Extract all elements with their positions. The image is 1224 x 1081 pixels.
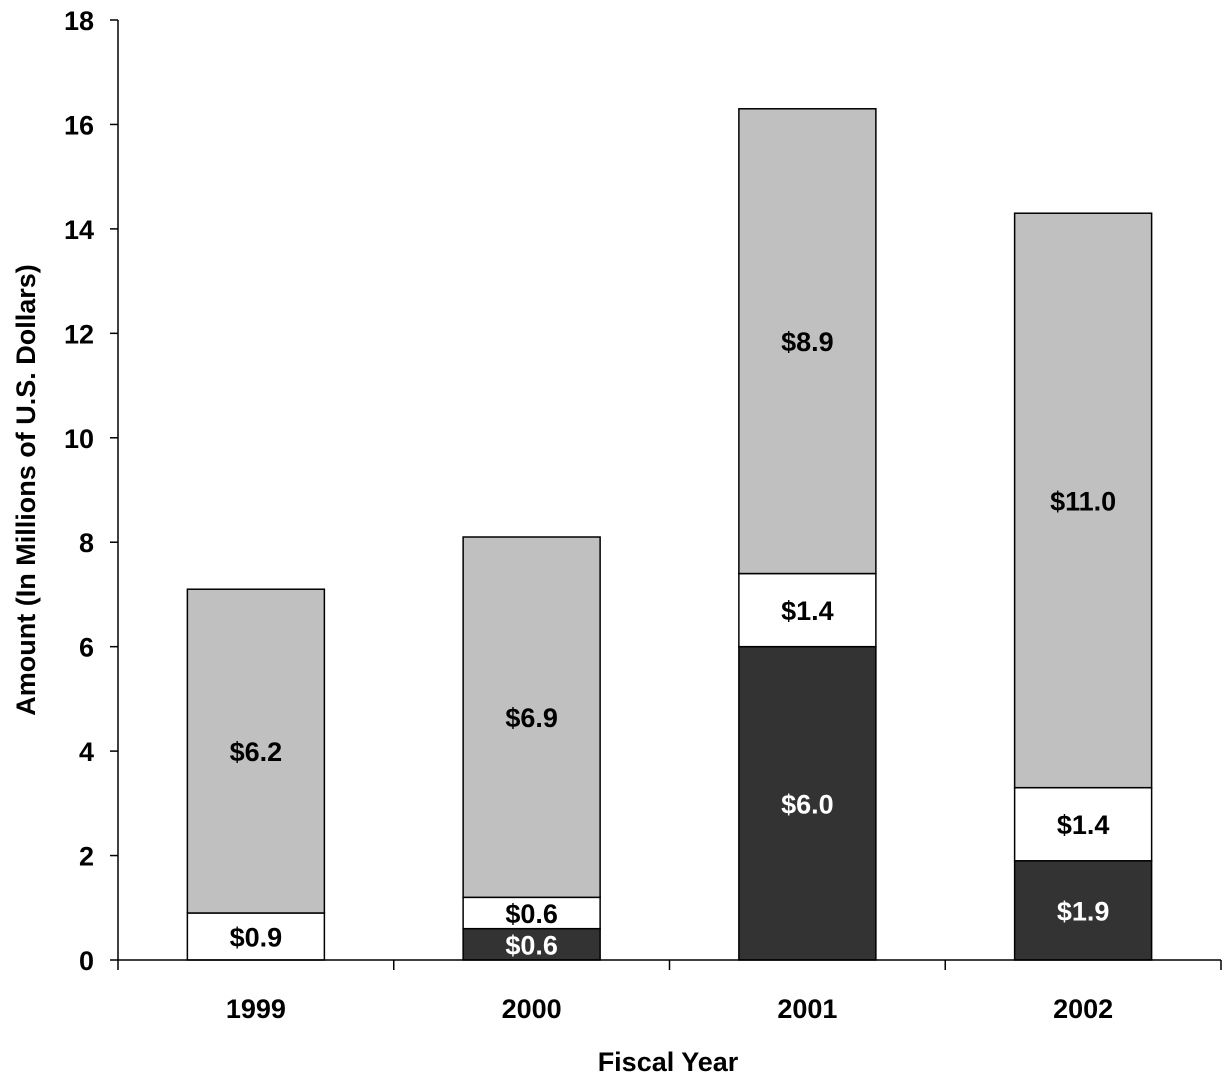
data-label-2002-1: $1.4 [1057,810,1110,840]
bar-segment-2002-1 [1013,786,1153,862]
y-tick-label-0: 0 [79,946,94,976]
y-axis-title: Amount (In Millions of U.S. Dollars) [11,264,41,716]
y-tick-label-6: 6 [79,633,94,663]
y-tick-label-18: 18 [64,6,94,36]
data-label-2001-1: $1.4 [781,596,834,626]
x-tick-label-2002: 2002 [1053,994,1113,1024]
axes-layer: 0 2 4 6 8 10 12 14 16 18 1999 2000 2001 2002 [64,6,1222,1024]
data-label-2001-2: $8.9 [781,327,834,357]
data-label-2000-0: $0.6 [505,930,558,960]
bar-segment-1999-2 [186,588,326,914]
x-tick-label-1999: 1999 [226,994,286,1024]
x-axis-title: Fiscal Year [598,1047,739,1077]
bar-segment-1999-1 [186,912,326,961]
y-tick-label-12: 12 [64,319,94,349]
y-tick-label-10: 10 [64,424,94,454]
labels-layer: $0.9 $6.2 $0.6$0.6 $6.9 $6.0 $1.4 $8.9 $1.9 $1.4… [230,327,1117,960]
y-tick-label-16: 16 [64,110,94,140]
bar-segment-2001-1 [738,572,877,648]
x-tick-label-2000: 2000 [502,994,562,1024]
data-label-1999-1: $0.9 [230,923,283,953]
data-label-2000-1: $0.6 [505,899,558,929]
y-tick-label-4: 4 [79,737,94,767]
bar-segment-2001-0 [738,645,877,961]
data-label-2002-0: $1.9 [1057,896,1110,926]
bar-segment-2000-2 [462,536,601,899]
bar-segment-2000-1 [462,896,601,930]
bars-layer [186,108,1153,961]
bar-segment-2002-2 [1013,212,1153,789]
y-tick-label-2: 2 [79,842,94,872]
data-label-2001-0: $6.0 [781,789,834,819]
data-label-2000-2: $6.9 [505,703,558,733]
y-tick-label-14: 14 [64,215,94,245]
data-label-2002-2: $11.0 [1050,486,1116,516]
x-tick-label-2001: 2001 [777,994,837,1024]
bar-segment-2001-2 [738,108,877,575]
data-label-1999-2: $6.2 [230,737,283,767]
y-tick-label-8: 8 [79,528,94,558]
